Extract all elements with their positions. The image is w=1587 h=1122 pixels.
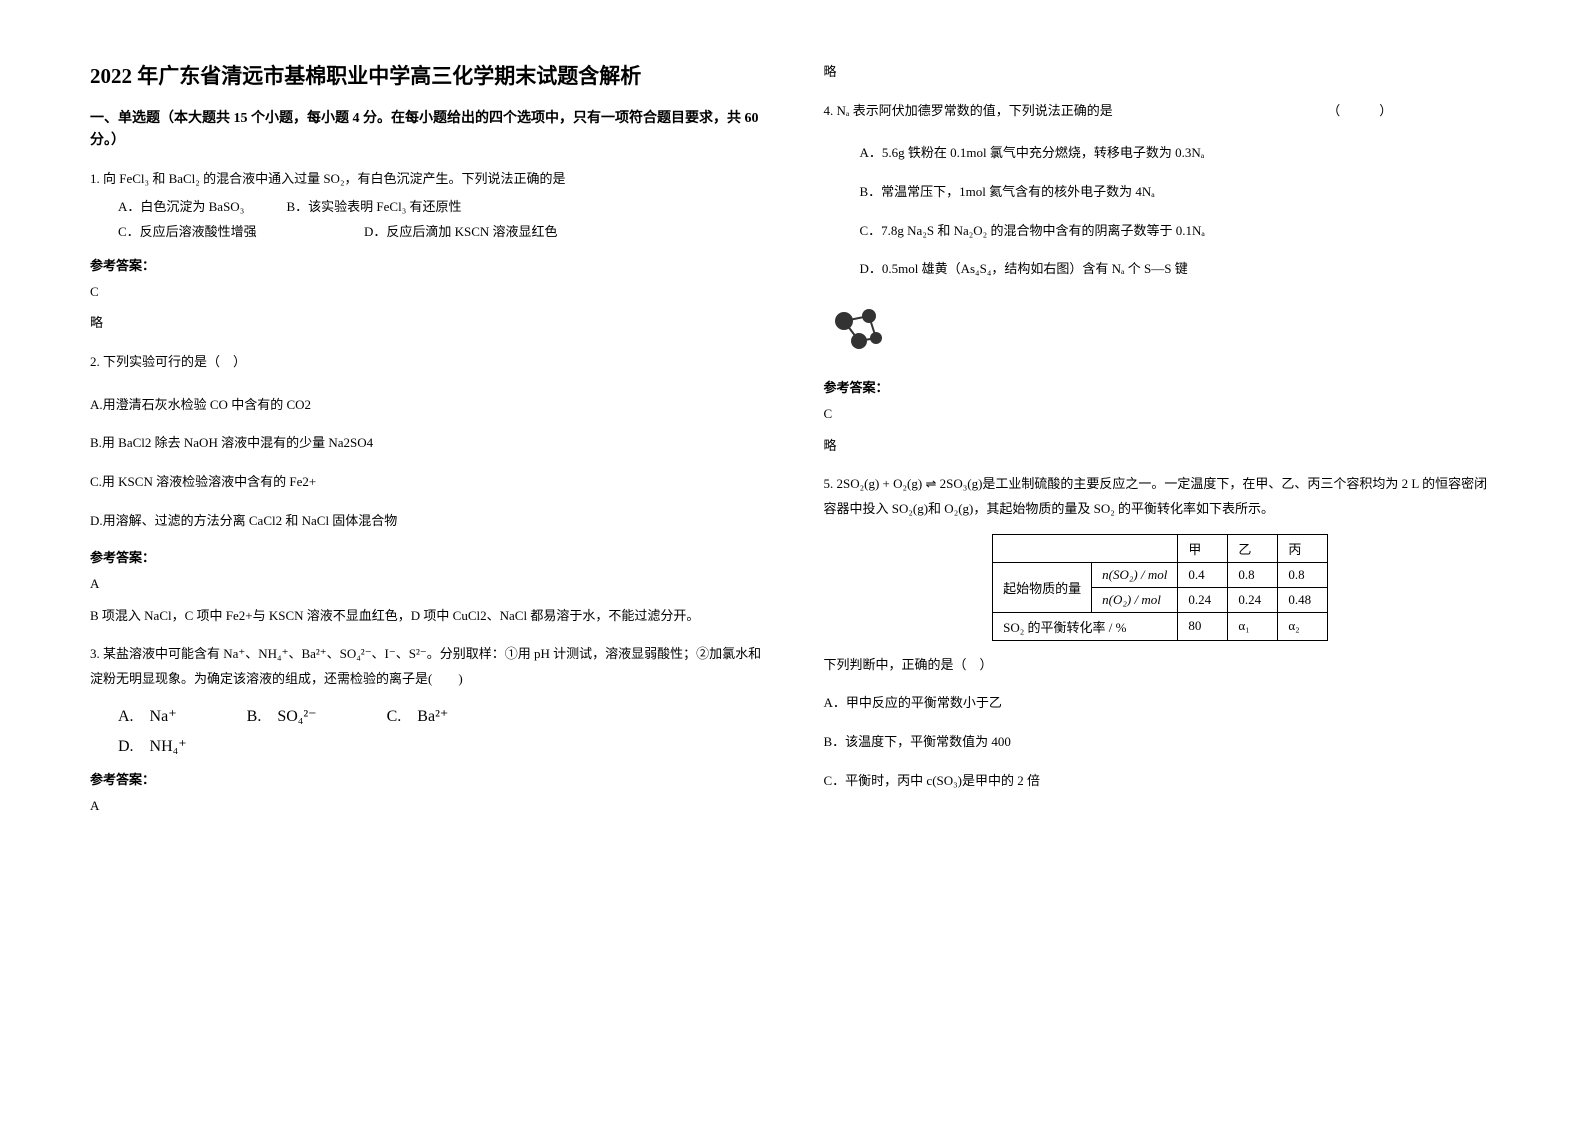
table-header-row: 甲 乙 丙 [993,534,1328,562]
q1-optD: D．反应后滴加 KSCN 溶液显红色 [364,224,558,239]
q4-optA: A．5.6g 铁粉在 0.1mol 氯气中充分燃烧，转移电子数为 0.3Nₐ [824,141,1498,166]
structure-figure [824,296,1498,371]
q2-optD: D.用溶解、过滤的方法分离 CaCl2 和 NaCl 固体混合物 [90,509,764,534]
q4-optC: C．7.8g Na₂S 和 Na₂O₂ 的混合物中含有的阴离子数等于 0.1Nₐ [824,219,1498,244]
th-yi: 乙 [1228,534,1278,562]
row1-label: 起始物质的量 [993,562,1092,612]
question-1: 1. 向 FeCl₃ 和 BaCl₂ 的混合液中通入过量 SO₂，有白色沉淀产生… [90,167,764,245]
q4-optB: B．常温常压下，1mol 氦气含有的核外电子数为 4Nₐ [824,180,1498,205]
q4-answer-label: 参考答案： [824,377,1498,396]
question-2: 2. 下列实验可行的是（ ） [90,350,764,375]
row2-3: α₂ [1278,612,1328,640]
row1b-2: 0.24 [1228,587,1278,612]
q2-answer-label: 参考答案： [90,547,764,566]
row1a-0: n(SO₂) / mol [1092,562,1178,587]
question-5: 5. 2SO₂(g) + O₂(g) ⇌ 2SO₃(g)是工业制硫酸的主要反应之… [824,472,1498,521]
q3-options-row2: D. NH₄⁺ [90,732,764,762]
q2-answer: A [90,572,764,595]
q4-optD: D．0.5mol 雄黄（As₄S₄，结构如右图）含有 Nₐ 个 S—S 键 [824,257,1498,282]
q5-table-wrap: 甲 乙 丙 起始物质的量 n(SO₂) / mol 0.4 0.8 0.8 n(… [824,534,1498,641]
right-column: 略 4. Nₐ 表示阿伏加德罗常数的值，下列说法正确的是 （ ） A．5.6g … [824,60,1498,825]
q5-optA: A．甲中反应的平衡常数小于乙 [824,691,1498,716]
question-3: 3. 某盐溶液中可能含有 Na⁺、NH₄⁺、Ba²⁺、SO₄²⁻、I⁻、S²⁻。… [90,642,764,691]
q1-explanation: 略 [90,311,764,336]
q5-optC: C．平衡时，丙中 c(SO₃)是甲中的 2 倍 [824,769,1498,794]
row1a-1: 0.4 [1178,562,1228,587]
q2-optB: B.用 BaCl2 除去 NaOH 溶液中混有的少量 Na2SO4 [90,431,764,456]
th-jia: 甲 [1178,534,1228,562]
table-row: 起始物质的量 n(SO₂) / mol 0.4 0.8 0.8 [993,562,1328,587]
molecule-icon [824,296,894,366]
exam-title: 2022 年广东省清远市基棉职业中学高三化学期末试题含解析 [90,60,764,90]
q3-optB: B. SO₄²⁻ [247,702,317,732]
row2-1: 80 [1178,612,1228,640]
q3-answer: A [90,794,764,817]
q2-optA: A.用澄清石灰水检验 CO 中含有的 CO2 [90,393,764,418]
q1-answer: C [90,280,764,303]
row2-0: SO₂ 的平衡转化率 / % [993,612,1178,640]
q3-stem: 3. 某盐溶液中可能含有 Na⁺、NH₄⁺、Ba²⁺、SO₄²⁻、I⁻、S²⁻。… [90,642,764,691]
q1-answer-label: 参考答案： [90,255,764,274]
row1b-0: n(O₂) / mol [1092,587,1178,612]
th-blank [993,534,1178,562]
q5-after-table: 下列判断中，正确的是（ ） [824,653,1498,678]
q1-optB: B．该实验表明 FeCl₃ 有还原性 [287,199,462,214]
q4-explanation: 略 [824,434,1498,459]
q2-optC: C.用 KSCN 溶液检验溶液中含有的 Fe2+ [90,470,764,495]
left-column: 2022 年广东省清远市基棉职业中学高三化学期末试题含解析 一、单选题（本大题共… [90,60,764,825]
q5-stem: 5. 2SO₂(g) + O₂(g) ⇌ 2SO₃(g)是工业制硫酸的主要反应之… [824,472,1498,521]
q1-optA: A．白色沉淀为 BaSO₃ [118,199,244,214]
q5-optB: B．该温度下，平衡常数值为 400 [824,730,1498,755]
row1b-1: 0.24 [1178,587,1228,612]
q3-optC: C. Ba²⁺ [387,702,449,732]
section-1-header: 一、单选题（本大题共 15 个小题，每小题 4 分。在每小题给出的四个选项中，只… [90,108,764,153]
q2-explanation: B 项混入 NaCl，C 项中 Fe2+与 KSCN 溶液不显血红色，D 项中 … [90,604,764,629]
table-row: SO₂ 的平衡转化率 / % 80 α₁ α₂ [993,612,1328,640]
q3-options-row1: A. Na⁺ B. SO₄²⁻ C. Ba²⁺ [90,702,764,732]
row1a-3: 0.8 [1278,562,1328,587]
q3-answer-label: 参考答案： [90,769,764,788]
question-4: 4. Nₐ 表示阿伏加德罗常数的值，下列说法正确的是 （ ） [824,99,1498,124]
q1-stem: 1. 向 FeCl₃ 和 BaCl₂ 的混合液中通入过量 SO₂，有白色沉淀产生… [90,167,764,192]
q5-table: 甲 乙 丙 起始物质的量 n(SO₂) / mol 0.4 0.8 0.8 n(… [992,534,1328,641]
q2-stem: 2. 下列实验可行的是（ ） [90,350,764,375]
th-bing: 丙 [1278,534,1328,562]
q4-stem: 4. Nₐ 表示阿伏加德罗常数的值，下列说法正确的是 （ ） [824,99,1498,124]
q4-answer: C [824,402,1498,425]
row1a-2: 0.8 [1228,562,1278,587]
q3-explanation: 略 [824,60,1498,85]
q1-optC: C．反应后溶液酸性增强 [118,224,257,239]
row2-2: α₁ [1228,612,1278,640]
q3-optD: D. NH₄⁺ [118,738,187,755]
q3-optA: A. Na⁺ [118,702,177,732]
row1b-3: 0.48 [1278,587,1328,612]
